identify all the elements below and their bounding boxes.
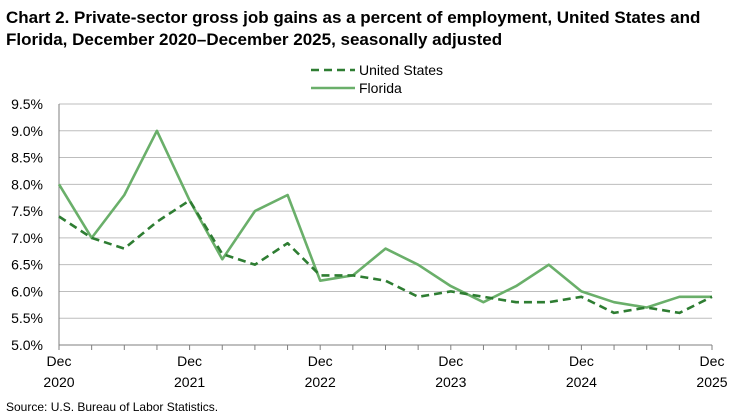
y-axis-tick-labels: 5.0% 5.5% 6.0% 6.5% 7.0% 7.5% 8.0% 8.5% 9.0% 9.5%: [11, 96, 43, 353]
legend-label: United States: [359, 62, 443, 78]
y-tick-label: 6.0%: [11, 283, 43, 299]
x-tick-label: Dec: [308, 353, 333, 369]
x-tick-label: Dec: [47, 353, 72, 369]
x-tick-label: 2024: [566, 374, 597, 390]
x-axis-tick-labels: Dec 2020 Dec 2021 Dec 2022 Dec 2023 Dec 2024 Dec 20…: [43, 353, 727, 390]
y-tick-label: 6.5%: [11, 257, 43, 273]
legend: United States Florida: [311, 62, 443, 96]
x-tick-label: 2021: [174, 374, 205, 390]
x-tick-label: Dec: [177, 353, 202, 369]
x-tick-label: 2020: [43, 374, 74, 390]
chart-title: Chart 2. Private-sector gross job gains …: [6, 8, 701, 49]
y-tick-label: 8.5%: [11, 150, 43, 166]
y-tick-label: 7.5%: [11, 203, 43, 219]
x-tick-label: 2022: [305, 374, 336, 390]
x-tick-label: Dec: [700, 353, 725, 369]
series-line-florida: [57, 129, 712, 309]
x-tick-label: 2025: [696, 374, 727, 390]
y-tick-label: 7.0%: [11, 230, 43, 246]
y-tick-label: 5.5%: [11, 310, 43, 326]
series-lines: [57, 129, 713, 315]
y-tick-label: 5.0%: [11, 337, 43, 353]
x-tick-label: Dec: [569, 353, 594, 369]
y-tick-label: 9.0%: [11, 123, 43, 139]
source-note: Source: U.S. Bureau of Labor Statistics.: [6, 400, 219, 414]
y-tick-label: 8.0%: [11, 176, 43, 192]
series-line-united-states: [58, 199, 713, 315]
x-tick-label: Dec: [438, 353, 463, 369]
gridlines: [59, 103, 712, 319]
legend-label: Florida: [359, 80, 402, 96]
y-tick-label: 9.5%: [11, 96, 43, 112]
axes: [58, 104, 713, 350]
x-tick-label: 2023: [435, 374, 466, 390]
